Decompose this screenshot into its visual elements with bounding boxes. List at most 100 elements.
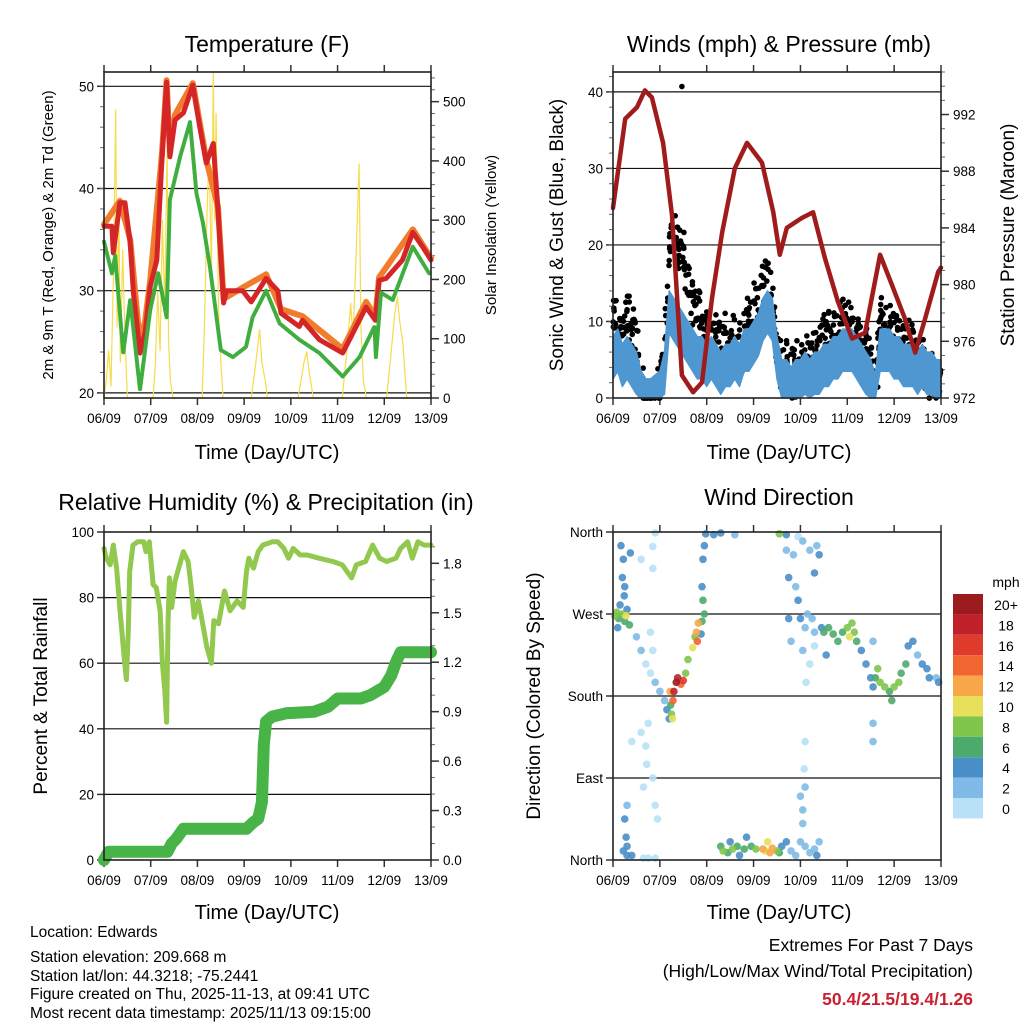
plot-area: 06/09 07/09 08/09 09/09 10/09 11/09 12/09 13/09…: [79, 65, 466, 426]
legend-swatch: [953, 594, 983, 615]
wind-direction-point: [834, 637, 842, 646]
legend-swatch: [953, 675, 983, 696]
wind-direction-point: [651, 529, 659, 537]
wind-direction-point: [728, 845, 737, 853]
wind-direction-point: [693, 637, 702, 646]
gust-point: [830, 322, 837, 328]
wind-direction-point: [782, 530, 791, 539]
wind-direction-point: [759, 845, 767, 853]
x-tick-label: 07/09: [134, 411, 168, 426]
wind-direction-point: [902, 660, 910, 668]
gust-point: [883, 304, 889, 311]
x-tick-label: 07/09: [643, 411, 677, 426]
y-right-tick-label: 992: [953, 108, 976, 123]
wind-direction-point: [801, 737, 809, 746]
extremes-subtitle: (High/Low/Max Wind/Total Precipitation): [663, 961, 973, 981]
wind-direction-point: [623, 605, 631, 614]
y-right-tick-label: 0.9: [443, 705, 462, 720]
gust-point: [681, 245, 687, 252]
gust-point: [892, 314, 898, 320]
gust-point: [696, 298, 703, 304]
wind-direction-point: [681, 669, 690, 678]
wind-direction-point: [694, 619, 703, 627]
wind-direction-point: [850, 628, 859, 637]
gust-point: [676, 259, 683, 266]
gust-point: [676, 227, 683, 233]
wind-direction-point: [639, 854, 648, 862]
wind-direction-point: [637, 646, 645, 655]
gust-outlier-point: [679, 83, 685, 90]
wind-direction-point: [619, 555, 628, 564]
wind-direction-point: [813, 541, 821, 550]
gust-point: [822, 335, 828, 341]
wind-direction-ylabel: Direction (Colored By Speed): [524, 572, 545, 819]
gust-point: [867, 351, 874, 357]
wind-direction-point: [670, 687, 678, 696]
gust-point: [909, 321, 915, 328]
winds-panel: Winds (mph) & Pressure (mb) Time (Day/UT…: [547, 31, 1019, 464]
x-tick-label: 10/09: [784, 411, 818, 426]
wind-direction-point: [829, 630, 838, 638]
gust-point: [798, 341, 805, 348]
wind-direction-point: [618, 573, 627, 582]
wind-direction-xlabel: Time (Day/UTC): [707, 902, 852, 924]
gust-point: [722, 329, 729, 335]
latlon-text: Station lat/lon: 44.3218; -75.2441: [30, 968, 258, 985]
plot-frame: [103, 531, 432, 861]
x-tick-label: 06/09: [596, 873, 630, 888]
y-tick-label: 20: [79, 386, 94, 401]
wind-direction-point: [649, 774, 657, 782]
gust-point: [681, 259, 688, 266]
y-tick-label: 50: [79, 79, 94, 94]
wind-direction-point: [810, 628, 819, 637]
wind-direction-point: [642, 660, 650, 668]
wind-direction-point: [620, 582, 629, 591]
gust-point: [761, 282, 767, 289]
wind-direction-point: [925, 673, 934, 682]
legend-swatch: [953, 716, 983, 737]
wind-direction-point: [709, 530, 718, 539]
gust-point: [887, 323, 894, 329]
gust-point: [737, 320, 743, 326]
gust-point: [621, 313, 628, 319]
gust-point: [784, 353, 791, 360]
wind-direction-point: [869, 683, 877, 691]
wind-direction-point: [904, 642, 912, 650]
wind-direction-point: [824, 623, 833, 632]
legend-label: 4: [1002, 760, 1010, 776]
wind-direction-point: [731, 530, 739, 539]
y-right-tick-label: 984: [953, 221, 976, 236]
plot-frame: [612, 531, 942, 861]
wind-direction-point: [613, 623, 622, 632]
footer-info: Location: Edwards Station elevation: 209…: [30, 924, 973, 1022]
gust-point: [666, 257, 673, 264]
wind-direction-point: [649, 542, 657, 551]
x-tick-label: 08/09: [181, 873, 215, 888]
wind-direction-point: [672, 678, 681, 687]
wind-direction-point: [660, 696, 669, 705]
gust-point: [722, 310, 728, 317]
gust-point: [765, 266, 771, 273]
wind-direction-point: [909, 637, 917, 646]
wind-direction-point: [810, 642, 819, 650]
gust-point: [666, 262, 672, 269]
legend-label: 0: [1002, 801, 1010, 817]
wind-direction-point: [669, 696, 677, 705]
x-tick-label: 13/09: [414, 411, 448, 426]
wind-direction-point: [880, 683, 889, 691]
wind-direction-point: [752, 845, 760, 853]
wind-direction-point: [848, 619, 856, 627]
humidity-xlabel: Time (Day/UTC): [195, 902, 340, 924]
wind-direction-point: [726, 837, 734, 846]
wind-direction-point: [869, 737, 877, 746]
legend-swatch: [953, 798, 983, 819]
wind-direction-point: [796, 837, 805, 846]
wind-direction-point: [639, 783, 648, 791]
y-tick-label: 0: [595, 391, 603, 406]
wind-direction-point: [808, 614, 816, 623]
wind-direction-point: [815, 550, 823, 559]
gust-point: [655, 365, 661, 372]
x-tick-label: 06/09: [87, 873, 121, 888]
wind-direction-point: [688, 643, 697, 652]
gust-point: [690, 290, 697, 297]
